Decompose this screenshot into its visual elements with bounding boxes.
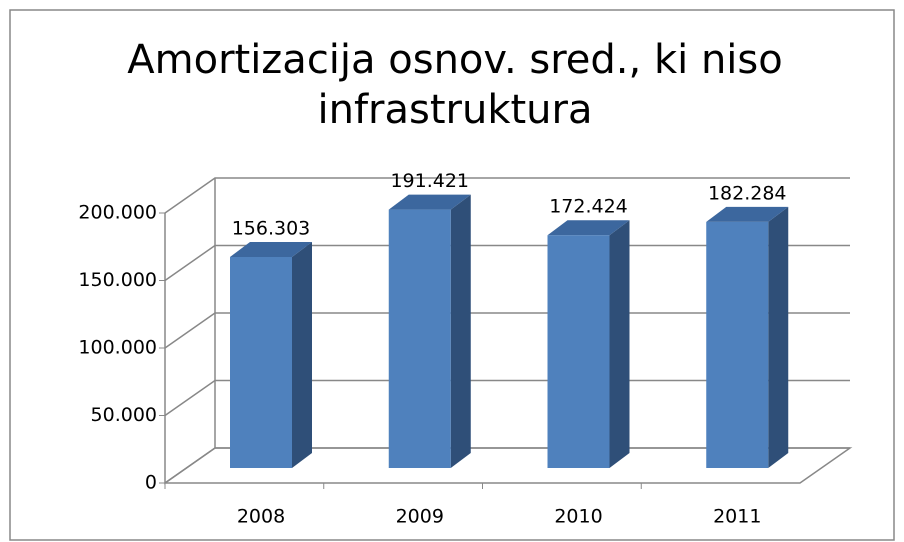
bar-top <box>706 206 789 222</box>
bar-top <box>388 194 471 210</box>
y-tick-label: 50.000 <box>91 404 157 426</box>
chart-title: infrastruktura <box>318 87 593 133</box>
value-label: 156.303 <box>232 217 311 239</box>
bar-side <box>450 194 471 468</box>
x-tick-label: 2008 <box>237 506 285 528</box>
grid-line <box>164 312 850 349</box>
grid-line <box>164 177 850 214</box>
bar-top <box>230 241 312 257</box>
chart-title: Amortizacija osnov. sred., ki niso <box>127 37 782 83</box>
bar-side <box>609 220 630 468</box>
bar <box>230 256 292 468</box>
bar <box>388 209 451 468</box>
bar-side <box>292 241 312 468</box>
x-tick-label: 2009 <box>396 506 444 528</box>
grid-line <box>164 447 850 484</box>
x-tick-label: 2010 <box>554 506 602 528</box>
grid-line <box>164 379 850 417</box>
bar <box>706 221 769 468</box>
bar-top <box>547 220 630 236</box>
y-tick-label: 150.000 <box>78 269 157 291</box>
x-tick-label: 2011 <box>713 506 761 528</box>
bar <box>547 235 610 468</box>
bar-side <box>768 206 789 468</box>
value-label: 182.284 <box>708 182 787 204</box>
grid-line <box>164 244 850 282</box>
value-label: 191.421 <box>390 170 469 192</box>
value-label: 172.424 <box>549 196 628 218</box>
y-tick-label: 0 <box>145 472 157 494</box>
y-tick-label: 200.000 <box>78 202 157 224</box>
y-tick-label: 100.000 <box>78 337 157 359</box>
